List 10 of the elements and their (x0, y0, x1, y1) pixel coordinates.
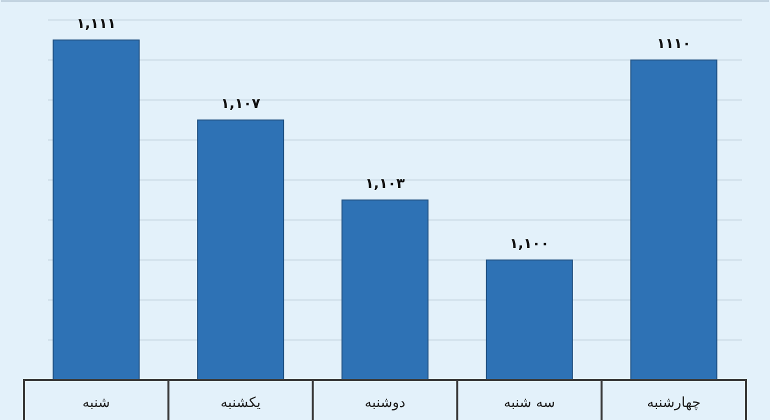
data-label: ۱۱۱۰ (656, 36, 691, 52)
data-label: ۱,۱۰۷ (220, 96, 261, 112)
x-tick-label: یکشنبه (220, 395, 261, 411)
data-label: ۱,۱۰۳ (365, 176, 406, 192)
x-tick-label: دوشنبه (364, 395, 406, 411)
data-label: ۱,۱۱۱ (76, 16, 116, 32)
x-tick-label: سه شنبه (504, 395, 556, 411)
x-tick-label: چهارشنبه (646, 395, 701, 411)
x-tick-label: شنبه (82, 395, 110, 411)
data-label: ۱,۱۰۰ (510, 236, 550, 252)
